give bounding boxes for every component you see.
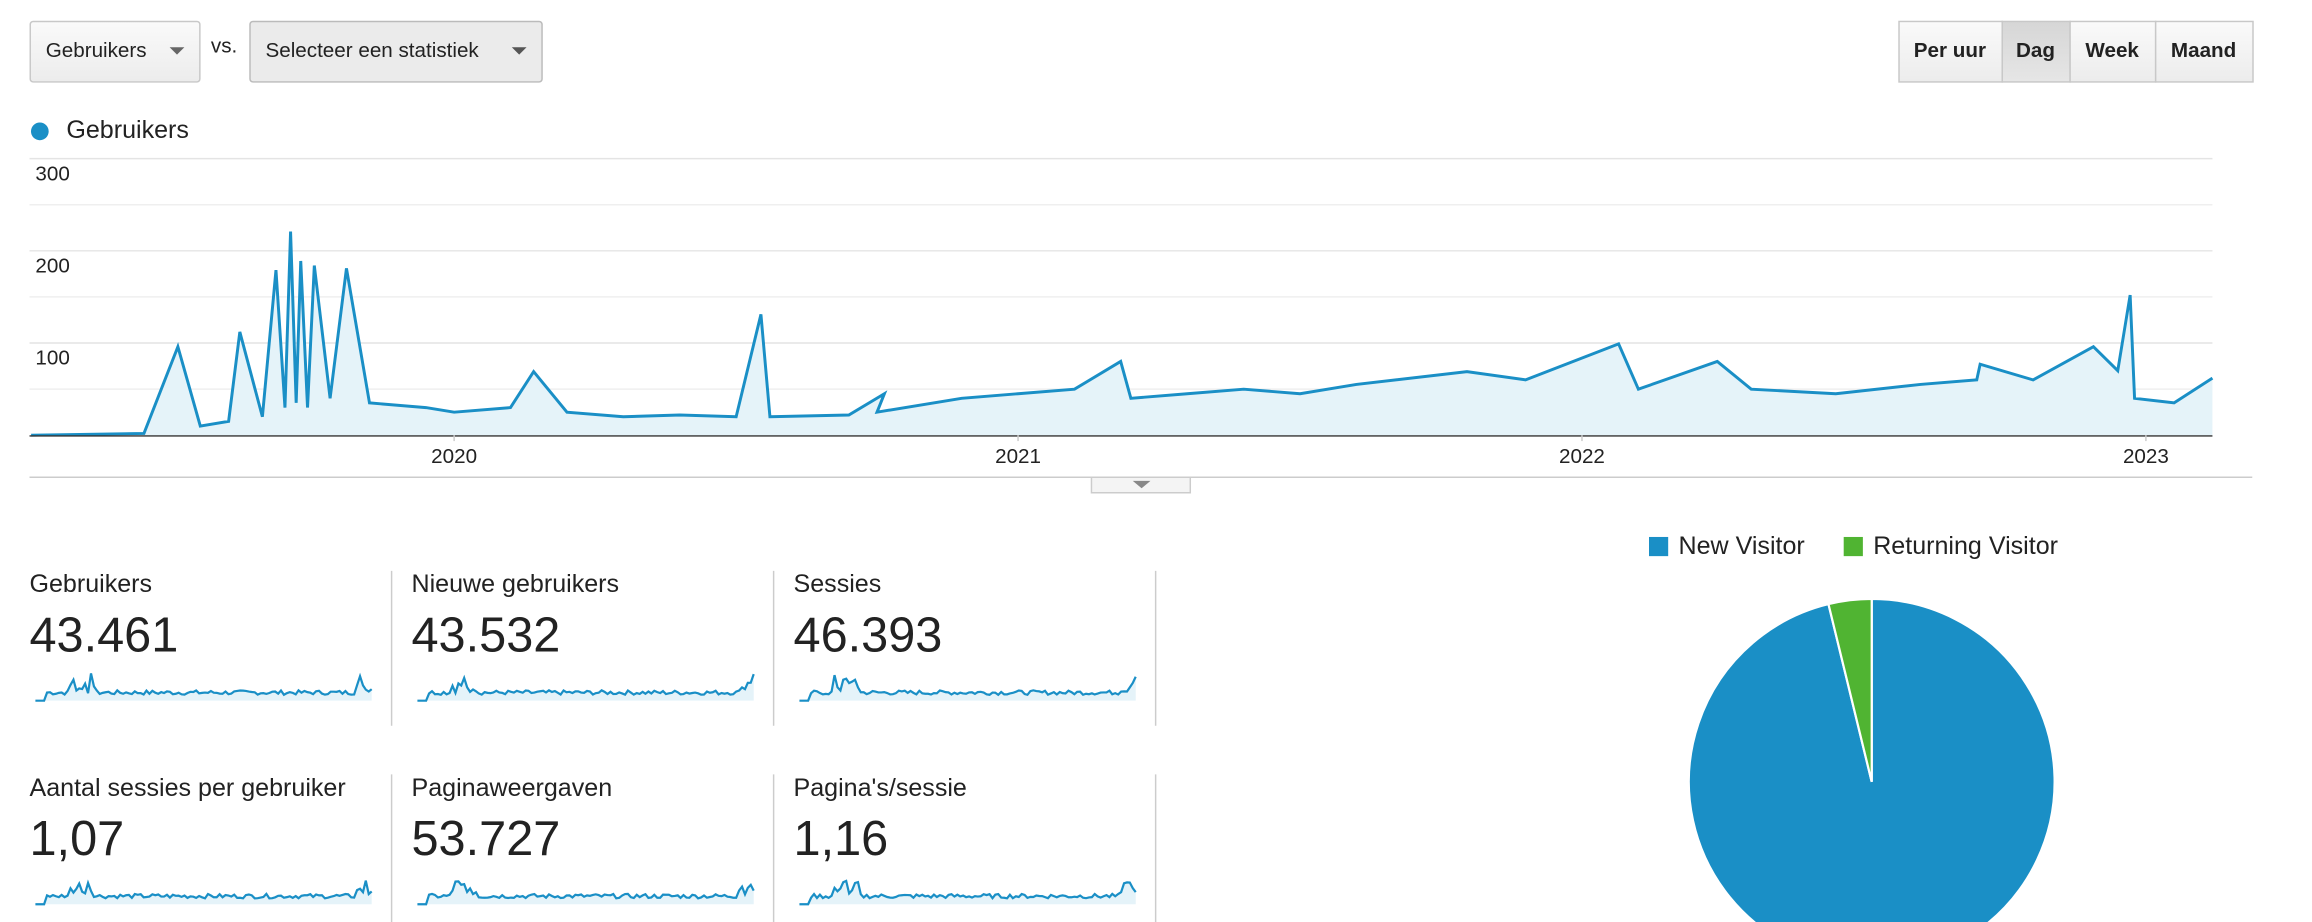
x-tick-label: 2023 [2123, 445, 2169, 468]
scorecard-label: Gebruikers [29, 570, 152, 598]
scorecard-value: 46.393 [794, 609, 943, 663]
scorecard-value: 1,16 [794, 812, 889, 866]
scorecard-label: Sessies [794, 570, 882, 598]
scorecard-label: Nieuwe gebruikers [412, 570, 620, 598]
pie-slice [1827, 597, 1873, 783]
sparkline-area [799, 880, 1136, 905]
sparkline [799, 674, 1137, 702]
sparkline [417, 880, 755, 906]
metric-dropdown[interactable]: Gebruikers [29, 20, 201, 83]
dropdown-arrow [169, 47, 185, 55]
dropdown-box[interactable] [249, 20, 543, 83]
legend-swatch [1649, 536, 1669, 557]
scorecard-value: 43.532 [412, 609, 561, 663]
interval-button-label[interactable]: Week [2085, 39, 2139, 62]
pie-chart: New Visitor Returning Visitor [1649, 532, 2058, 922]
line-chart: Gebruikers 100 200 300 2020 2021 2022 2023 [29, 116, 2214, 468]
compare-dropdown[interactable]: Selecteer een statistiek [249, 20, 543, 83]
dropdown-label[interactable]: Selecteer een statistiek [265, 39, 479, 62]
legend-swatch [1843, 536, 1863, 557]
y-tick-label: 100 [35, 347, 69, 370]
interval-button-label[interactable]: Maand [2171, 39, 2236, 62]
y-tick-label: 200 [35, 254, 69, 277]
legend-label: New Visitor [1679, 532, 1805, 560]
interval-button-label[interactable]: Per uur [1914, 39, 1986, 62]
sparkline [417, 673, 755, 702]
area [31, 231, 2213, 436]
collapse-tab[interactable] [1090, 477, 1192, 494]
dropdown-arrow [511, 47, 527, 55]
vs-label: vs. [211, 35, 237, 58]
x-tick-label: 2020 [431, 445, 477, 468]
legend-label: Returning Visitor [1873, 532, 2058, 560]
scorecard-value: 1,07 [29, 812, 124, 866]
dropdown-box[interactable] [29, 20, 201, 83]
scorecard-label: Aantal sessies per gebruiker [29, 774, 345, 802]
dropdown-label[interactable]: Gebruikers [46, 39, 147, 62]
interval-button[interactable] [2001, 20, 2071, 83]
sparkline [799, 879, 1137, 906]
interval-button-label[interactable]: Dag [2016, 39, 2055, 62]
legend-label: Gebruikers [66, 116, 189, 144]
scorecard-value: 53.727 [412, 812, 561, 866]
sparkline [35, 672, 373, 702]
sparkline [35, 879, 373, 906]
sparkline-area [417, 881, 754, 905]
x-tick-label: 2021 [995, 445, 1041, 468]
legend-dot [30, 122, 49, 141]
y-tick-label: 300 [35, 162, 69, 185]
interval-buttons: Per uur Dag Week Maand [1898, 20, 2254, 83]
interval-button[interactable] [2154, 20, 2254, 83]
tab-arrow [1132, 480, 1151, 489]
scorecard-value: 43.461 [29, 609, 178, 663]
scorecard-label: Pagina's/sessie [794, 774, 967, 802]
scorecard-label: Paginaweergaven [412, 774, 613, 802]
line [31, 231, 2214, 437]
sparkline-area [35, 880, 372, 905]
sparkline-area [799, 675, 1136, 701]
interval-button[interactable] [1898, 20, 2003, 83]
scorecards: Gebruikers 43.461 Nieuwe gebruikers 43.532 S… [29, 570, 1157, 922]
x-tick-label: 2022 [1559, 445, 1605, 468]
